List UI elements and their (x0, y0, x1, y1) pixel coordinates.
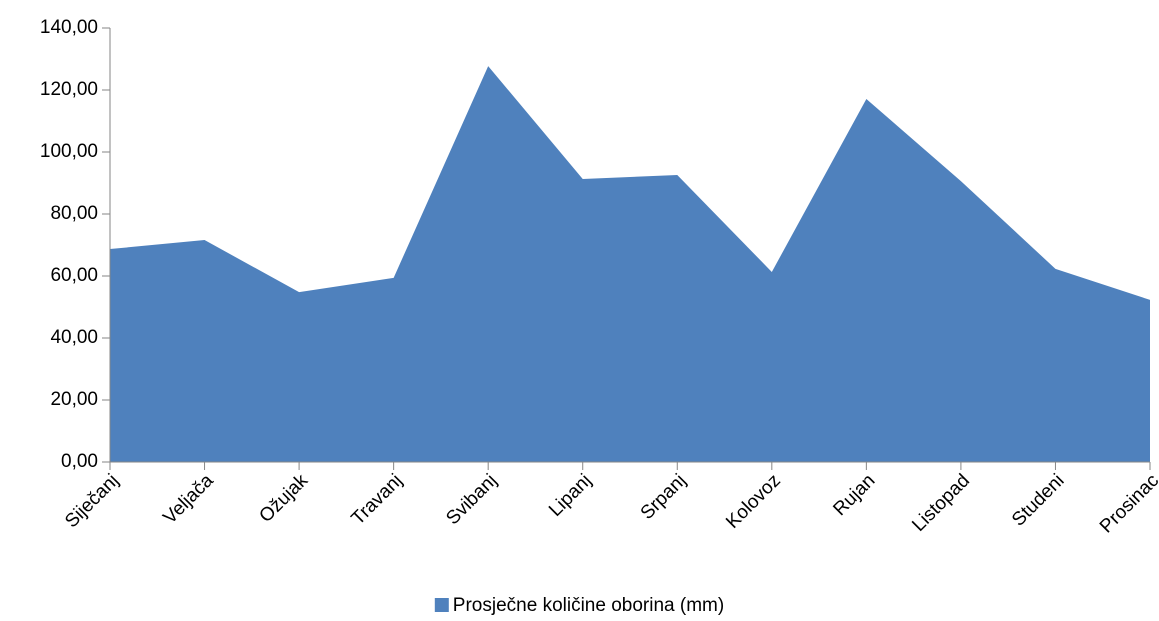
x-tick-label: Prosinac (1096, 470, 1159, 537)
x-tick-label: Travanj (348, 470, 407, 529)
y-tick-label: 60,00 (50, 265, 98, 286)
x-tick-label: Siječanj (61, 470, 123, 532)
y-tick-label: 40,00 (50, 327, 98, 348)
y-tick-label: 140,00 (40, 17, 98, 38)
y-tick-label: 100,00 (40, 141, 98, 162)
x-tick-label: Srpanj (637, 470, 691, 524)
y-tick-label: 20,00 (50, 389, 98, 410)
y-tick-label: 0,00 (61, 451, 98, 472)
x-tick-label: Svibanj (442, 470, 501, 529)
x-tick-label: Kolovoz (722, 470, 785, 533)
legend-swatch (434, 598, 449, 612)
x-tick-label: Listopad (908, 470, 974, 536)
x-tick-label: Ožujak (256, 470, 313, 527)
area (110, 66, 1150, 462)
y-tick-label: 80,00 (50, 203, 98, 224)
legend-label: Prosječne količine oborina (mm) (453, 595, 724, 616)
y-tick-label: 120,00 (40, 79, 98, 100)
x-tick-label: Studeni (1008, 470, 1068, 530)
x-tick-label: Lipanj (545, 470, 596, 521)
x-tick-label: Rujan (829, 470, 879, 520)
x-tick-label: Veljača (159, 470, 217, 528)
